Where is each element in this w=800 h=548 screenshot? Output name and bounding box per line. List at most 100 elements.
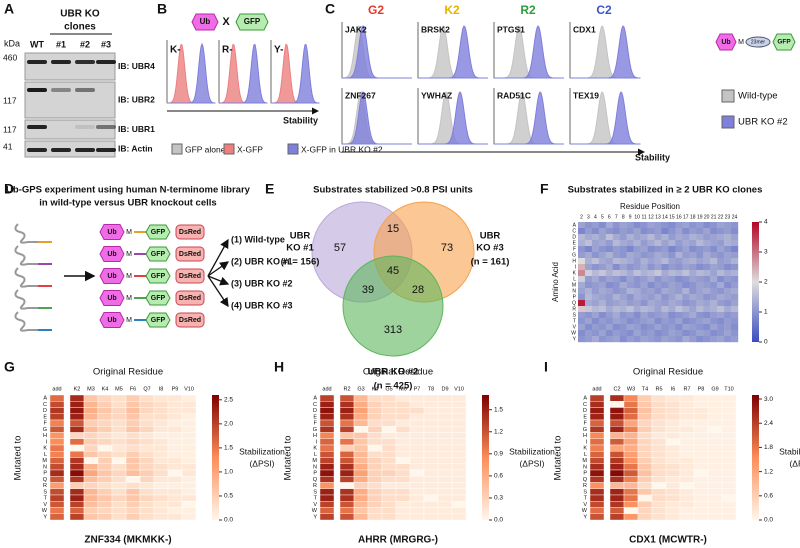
heatmap-cell bbox=[381, 457, 397, 464]
heatmap-cell bbox=[675, 312, 683, 319]
panel-title: Substrates stabilized >0.8 PSI units bbox=[313, 185, 473, 196]
column-label: C2 bbox=[613, 386, 620, 392]
ub-domain bbox=[99, 268, 125, 284]
arrow bbox=[207, 275, 229, 308]
heatmap-cell bbox=[619, 306, 627, 313]
heatmap-cell bbox=[153, 444, 169, 452]
ub-domain bbox=[191, 13, 219, 31]
heatmap-cell bbox=[409, 457, 425, 464]
heatmap-cell bbox=[626, 324, 634, 331]
heatmap-cell bbox=[647, 270, 655, 277]
row-label: N bbox=[583, 464, 587, 470]
column-label: P7 bbox=[414, 386, 421, 392]
row-label: L bbox=[584, 452, 587, 458]
heatmap-cell bbox=[69, 419, 85, 427]
heatmap-cell bbox=[83, 401, 99, 408]
heatmap-cell bbox=[654, 324, 662, 331]
venn-count: 45 bbox=[387, 265, 399, 277]
heatmap-cell bbox=[693, 513, 709, 521]
heatmap-cell bbox=[49, 401, 65, 408]
heatmap-cell bbox=[584, 288, 593, 295]
axis-label: Stability bbox=[283, 115, 318, 125]
venn-count: 15 bbox=[387, 223, 399, 235]
heatmap-cell bbox=[69, 432, 85, 439]
set-count: (n = 156) bbox=[281, 257, 320, 268]
heatmap-cell bbox=[647, 252, 655, 259]
heatmap-cell bbox=[693, 394, 709, 402]
heatmap-cell bbox=[97, 494, 113, 502]
heatmap-cell bbox=[181, 501, 197, 508]
heatmap-cell bbox=[319, 426, 335, 433]
heatmap-cell bbox=[591, 276, 600, 283]
heatmap-cell bbox=[679, 494, 695, 502]
row-label: D bbox=[43, 408, 47, 414]
heatmap-cell bbox=[651, 469, 667, 477]
heatmap-cell bbox=[679, 394, 695, 402]
heatmap-cell bbox=[49, 501, 65, 508]
heatmap-cell bbox=[633, 246, 641, 253]
heatmap-cell bbox=[367, 501, 383, 508]
heatmap-cell bbox=[423, 426, 439, 433]
heatmap-cell bbox=[647, 234, 655, 241]
heatmap-cell bbox=[682, 228, 690, 235]
heatmap-cell bbox=[731, 318, 739, 325]
band bbox=[27, 88, 47, 92]
heatmap-cell bbox=[724, 246, 732, 253]
heatmap-cell bbox=[97, 469, 113, 477]
heatmap-cell bbox=[125, 513, 141, 521]
heatmap-cell bbox=[696, 270, 704, 277]
heatmap-cell bbox=[679, 419, 695, 427]
heatmap-cell bbox=[451, 494, 467, 502]
heatmap-cell bbox=[731, 330, 739, 337]
heatmap-cell bbox=[661, 228, 669, 235]
heatmap-cell bbox=[707, 469, 723, 477]
row-label: A bbox=[583, 396, 587, 402]
row-label: S bbox=[583, 489, 587, 495]
heatmap-cell bbox=[83, 501, 99, 508]
heatmap-cell bbox=[710, 264, 718, 271]
heatmap-cell bbox=[409, 394, 425, 402]
row-label: V bbox=[313, 502, 317, 508]
heatmap-cell bbox=[637, 476, 653, 483]
band bbox=[51, 88, 71, 92]
heatmap-cell bbox=[689, 264, 697, 271]
heatmap-cell bbox=[97, 413, 113, 421]
heatmap-cell bbox=[167, 463, 183, 471]
condition-label: (2) UBR KO #1 bbox=[231, 256, 293, 266]
legend-swatch bbox=[721, 89, 735, 103]
column-label: T10 bbox=[724, 386, 733, 392]
heatmap-cell bbox=[731, 276, 739, 283]
heatmap-cell bbox=[181, 438, 197, 446]
heatmap-cell bbox=[654, 240, 662, 247]
header: clones bbox=[64, 22, 96, 33]
heatmap-cell bbox=[139, 407, 155, 414]
heatmap-cell bbox=[693, 444, 709, 452]
construct-text: GFP bbox=[151, 295, 166, 302]
heatmap-cell bbox=[381, 476, 397, 483]
column-label: T8 bbox=[428, 386, 434, 392]
heatmap-cell bbox=[721, 488, 737, 496]
column-label: 22 bbox=[718, 214, 724, 220]
heatmap-cell bbox=[682, 336, 690, 343]
lane-label: #2 bbox=[80, 39, 90, 49]
histogram bbox=[494, 25, 564, 79]
dsred-domain bbox=[175, 246, 205, 262]
heatmap-cell bbox=[675, 306, 683, 313]
heatmap-cell bbox=[139, 494, 155, 502]
heatmap-cell bbox=[675, 276, 683, 283]
heatmap-cell bbox=[721, 451, 737, 458]
heatmap-cell bbox=[353, 394, 369, 402]
heatmap-cell bbox=[111, 426, 127, 433]
colorbar-label: 2.5 bbox=[224, 397, 233, 404]
heatmap-cell bbox=[578, 258, 586, 265]
heatmap-cell bbox=[125, 494, 141, 502]
column-label: add bbox=[322, 386, 331, 392]
heatmap-cell bbox=[381, 394, 397, 402]
heatmap-cell bbox=[619, 252, 627, 259]
heatmap-cell bbox=[640, 294, 648, 301]
heatmap-cell bbox=[665, 394, 681, 402]
heatmap-cell bbox=[721, 494, 737, 502]
column-label: P8 bbox=[698, 386, 705, 392]
construct-text: M bbox=[126, 229, 132, 236]
